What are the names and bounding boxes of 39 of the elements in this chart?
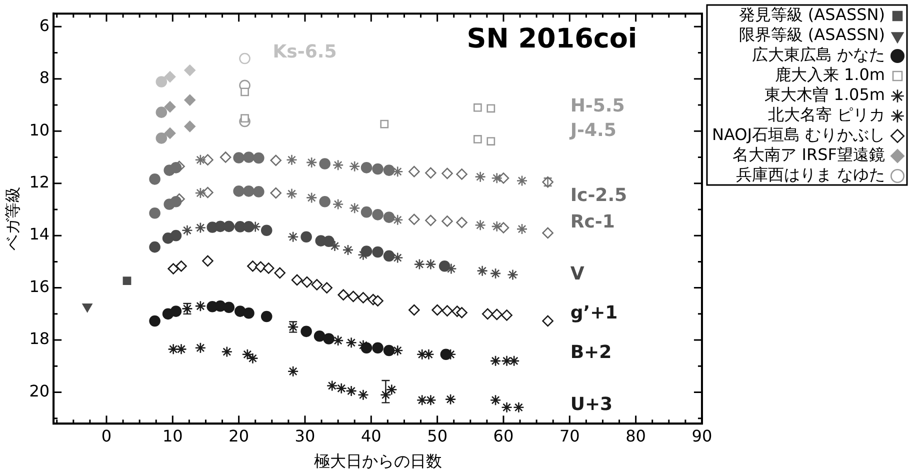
x-tick-label: 70 bbox=[559, 426, 580, 446]
x-tick-label: 40 bbox=[360, 426, 382, 446]
legend-label: 鹿大入来 1.0m bbox=[774, 65, 885, 84]
legend-label: NAOJ石垣島 むりかぶし bbox=[712, 125, 885, 144]
annotation: U+3 bbox=[570, 394, 613, 415]
y-tick-label: 8 bbox=[39, 68, 50, 88]
annotation: J-4.5 bbox=[568, 120, 616, 141]
y-axis-title: ベガ等級 bbox=[2, 186, 22, 251]
annotation: g’+1 bbox=[570, 302, 618, 324]
x-tick-label: 20 bbox=[228, 426, 249, 446]
x-tick-label: 0 bbox=[101, 426, 112, 446]
chart-title: SN 2016coi bbox=[466, 24, 638, 55]
y-tick-label: 20 bbox=[29, 381, 50, 400]
y-tick-label: 10 bbox=[29, 120, 50, 140]
x-axis-title: 極大日からの日数 bbox=[314, 452, 442, 471]
annotation: B+2 bbox=[570, 342, 612, 363]
x-tick-label: 50 bbox=[427, 426, 448, 446]
y-tick-label: 12 bbox=[29, 172, 50, 192]
annotation: V bbox=[570, 263, 584, 284]
legend-label: 兵庫西はりま なゆた bbox=[736, 165, 885, 184]
legend-label: 発見等級 (ASASSN) bbox=[738, 5, 885, 24]
x-tick-label: 90 bbox=[692, 426, 712, 446]
legend-label: 限界等級 (ASASSN) bbox=[738, 25, 885, 44]
annotation: Ic-2.5 bbox=[570, 185, 628, 206]
annotation: H-5.5 bbox=[570, 95, 625, 116]
legend-label: 名大南ア IRSF望遠鏡 bbox=[732, 145, 885, 164]
x-tick-label: 10 bbox=[162, 426, 183, 446]
annotation: Rc-1 bbox=[570, 211, 615, 232]
annotation: Ks-6.5 bbox=[272, 42, 337, 63]
x-tick-label: 60 bbox=[493, 426, 514, 446]
y-tick-label: 18 bbox=[29, 329, 50, 348]
x-tick-label: 80 bbox=[626, 426, 646, 446]
x-tick-label: 30 bbox=[294, 426, 316, 446]
y-tick-label: 14 bbox=[29, 224, 50, 244]
y-tick-label: 6 bbox=[39, 16, 50, 35]
legend-label: 北大名寄 ピリカ bbox=[768, 105, 885, 124]
legend-label: 広大東広島 かなた bbox=[752, 45, 885, 64]
legend-label: 東大木曽 1.05m bbox=[764, 85, 885, 104]
y-tick-label: 16 bbox=[29, 276, 50, 296]
